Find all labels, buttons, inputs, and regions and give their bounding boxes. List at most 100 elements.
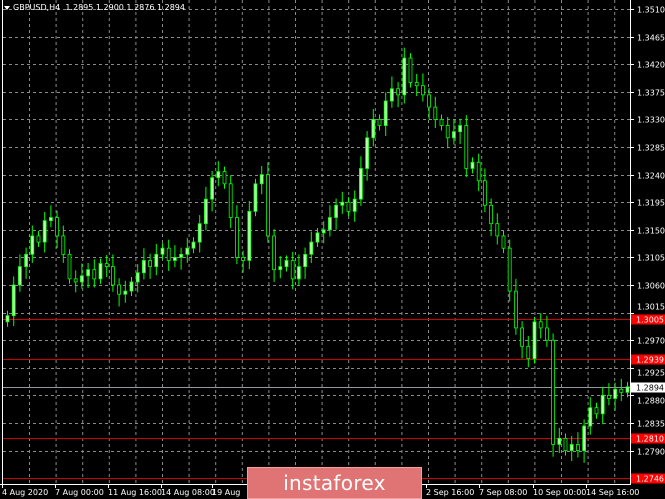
candle: [253, 178, 258, 217]
candle-body: [526, 345, 531, 360]
candle: [414, 74, 419, 97]
candle-body: [470, 161, 475, 169]
candle: [24, 247, 29, 279]
candle: [42, 212, 47, 253]
candle-body: [135, 272, 140, 283]
candle-body: [420, 85, 425, 96]
candle: [458, 118, 463, 144]
candle: [408, 53, 413, 88]
candle: [104, 254, 109, 278]
candle: [86, 262, 90, 289]
candle: [216, 161, 221, 187]
candle: [451, 119, 456, 145]
candle: [49, 205, 53, 228]
time-tick-label: 14 Sep 16:00: [586, 488, 639, 497]
candle: [17, 254, 22, 292]
candle-body: [278, 266, 283, 271]
price-tick-label: 1.3195: [637, 199, 665, 208]
candle-body: [284, 260, 289, 268]
candle-body: [73, 278, 78, 283]
candle-body: [464, 125, 469, 169]
candle: [296, 254, 301, 286]
candle-body: [197, 223, 202, 243]
price-tick-label: 1.2925: [637, 369, 665, 378]
candle-body: [111, 266, 115, 286]
candle: [600, 386, 605, 425]
candle-body: [588, 407, 593, 427]
candle-body: [414, 82, 419, 87]
candle: [495, 213, 500, 245]
candle-body: [563, 437, 568, 452]
candle-body: [402, 57, 407, 96]
candle-body: [24, 253, 29, 267]
candle-body: [30, 235, 35, 255]
candle: [619, 378, 624, 401]
candle-body: [241, 256, 246, 261]
candle: [520, 321, 524, 359]
price-tick-label: 1.2835: [637, 420, 665, 429]
candle-body: [154, 253, 159, 267]
candle: [396, 81, 401, 108]
candle-body: [619, 388, 624, 393]
candle-body: [396, 88, 401, 96]
price-tick-label: 1.2880: [637, 397, 665, 406]
candle-body: [445, 125, 450, 139]
candle: [234, 205, 239, 265]
price-tick-label: 1.3330: [637, 116, 665, 125]
candle-body: [383, 100, 388, 126]
candle-body: [129, 281, 134, 292]
candle-body: [408, 57, 413, 83]
candle-body: [123, 290, 128, 295]
candle-body: [495, 223, 500, 237]
candle-body: [600, 394, 605, 415]
candle-body: [346, 201, 351, 212]
candle: [464, 115, 469, 178]
candle: [476, 153, 481, 192]
candle-body: [67, 253, 72, 280]
candle-body: [172, 256, 177, 261]
candle-body: [104, 263, 109, 267]
price-tick-label: 1.3150: [637, 227, 665, 236]
candle: [445, 116, 450, 149]
candle: [365, 131, 370, 181]
candle: [241, 250, 246, 273]
level-label: 1.3005: [636, 316, 664, 325]
candle-body: [5, 315, 10, 323]
candle-body: [11, 284, 16, 317]
candle-body: [86, 269, 90, 277]
candle: [501, 231, 506, 254]
candle-body: [160, 247, 165, 255]
candle-body: [371, 119, 376, 139]
candle-body: [309, 241, 314, 255]
candle-body: [203, 198, 208, 225]
dropdown-triangle-icon[interactable]: [4, 5, 10, 10]
candle-body: [315, 232, 320, 243]
price-tick-label: 1.3285: [637, 144, 665, 153]
candle-body: [228, 183, 233, 218]
candle: [321, 221, 326, 244]
candle: [613, 382, 617, 411]
candle: [129, 277, 134, 297]
candle: [563, 433, 568, 456]
candle-body: [185, 247, 190, 255]
candle: [470, 157, 475, 174]
candle: [377, 114, 382, 131]
time-tick-label: 10 Sep 00:00: [533, 488, 586, 497]
candle: [123, 280, 128, 303]
symbol-label: GBPUSD,H4: [13, 3, 61, 12]
candle: [210, 170, 215, 212]
candle: [141, 248, 146, 280]
candle-body: [55, 217, 59, 237]
candle-body: [303, 253, 308, 267]
candle: [203, 186, 208, 231]
candle: [489, 198, 494, 236]
candle: [352, 190, 357, 222]
time-tick-label: 7 Sep 08:00: [479, 488, 527, 497]
current-price-box: [631, 382, 665, 393]
candle: [73, 270, 78, 293]
candle-body: [352, 198, 357, 212]
candle-body: [191, 241, 196, 249]
candle: [61, 225, 66, 263]
time-tick-label: 4 Aug 2020: [2, 488, 48, 497]
